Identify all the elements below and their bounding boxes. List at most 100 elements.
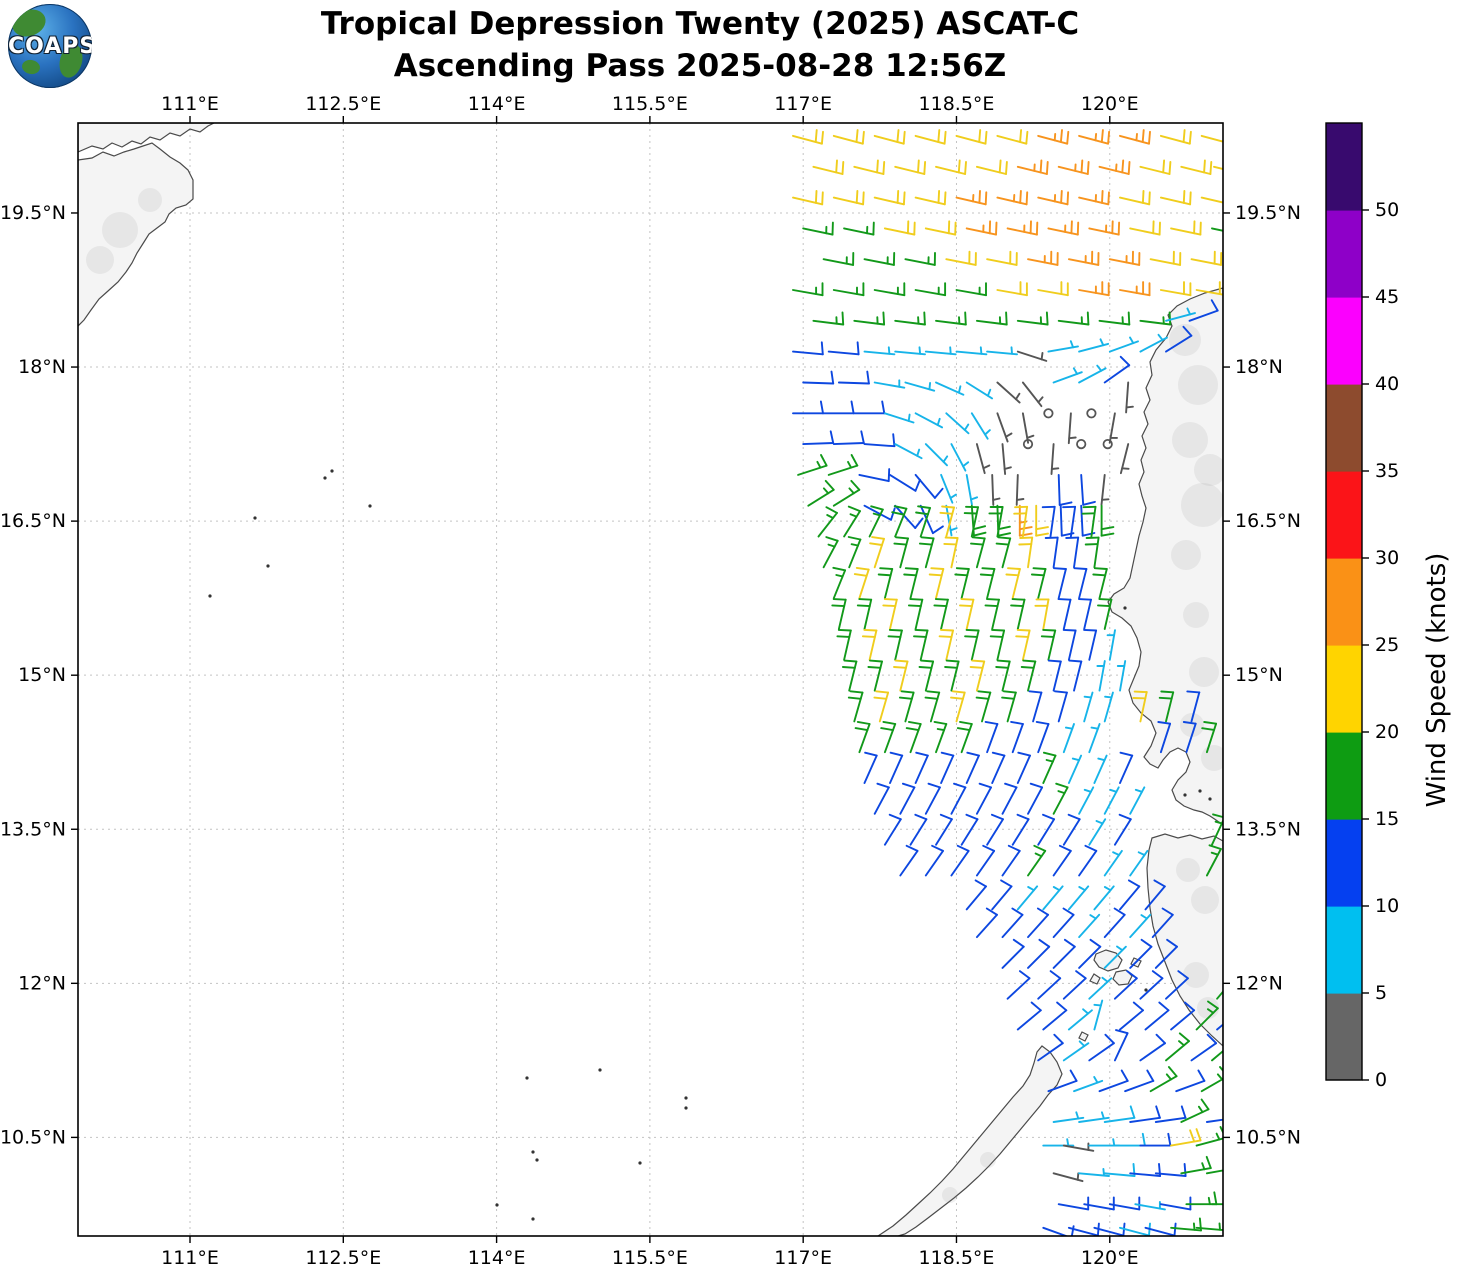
- wind-barb: [1113, 970, 1138, 1000]
- coaps-logo: COAPS: [8, 4, 92, 88]
- lon-tick-label: 114°E: [468, 93, 526, 115]
- calm-wind-circle: [1076, 438, 1087, 450]
- wind-barb: [1005, 567, 1021, 600]
- lon-tick-label: 120°E: [1081, 1247, 1139, 1264]
- wind-barb: [1057, 473, 1073, 506]
- wind-barb: [1041, 505, 1056, 538]
- wind-barb: [1211, 1203, 1223, 1206]
- wind-barb: [1129, 220, 1161, 236]
- wind-barb: [1213, 165, 1223, 171]
- terrain-shading: [138, 188, 162, 212]
- wind-barb: [873, 189, 906, 206]
- wind-barb: [1054, 690, 1068, 723]
- wind-barb: [1035, 720, 1050, 754]
- wind-barb: [904, 381, 936, 392]
- wind-barb: [832, 189, 865, 206]
- wind-barb: [970, 536, 986, 569]
- wind-barb: [935, 311, 967, 326]
- wind-barb: [1042, 885, 1064, 911]
- colorbar-tick-label: 25: [1375, 634, 1399, 656]
- wind-barb: [832, 479, 861, 507]
- land-culion: [1112, 969, 1133, 986]
- wind-barb: [853, 566, 870, 600]
- wind-barb: [1001, 782, 1018, 815]
- wind-barb: [1158, 690, 1175, 723]
- axis-ticks: [71, 116, 1230, 1243]
- wind-barb: [863, 346, 896, 356]
- wind-barb: [1088, 220, 1121, 236]
- wind-barb: [938, 628, 954, 661]
- colorbar-segment: [1326, 558, 1362, 646]
- wind-barb: [905, 720, 922, 754]
- wind-barb: [1047, 1069, 1078, 1093]
- wind-barb: [986, 813, 1004, 846]
- calm-wind-circle: [1043, 408, 1054, 419]
- wind-barb: [1165, 970, 1189, 1000]
- wind-barb: [1057, 1196, 1090, 1211]
- wind-barb: [1119, 879, 1141, 911]
- wind-barb: [1020, 659, 1037, 692]
- wind-barb: [1006, 220, 1039, 236]
- wind-barb: [914, 412, 944, 429]
- wind-barb: [1129, 913, 1152, 939]
- wind-barb: [1170, 1001, 1196, 1031]
- wind-barb: [1034, 598, 1050, 630]
- wind-barb: [1027, 250, 1059, 266]
- wind-barb: [1129, 786, 1146, 815]
- wind-barb: [1190, 1033, 1218, 1062]
- wind-barb: [1052, 907, 1075, 939]
- wind-barb: [882, 598, 898, 630]
- wind-barb: [924, 443, 949, 467]
- terrain-shading: [1181, 483, 1223, 527]
- wind-barb: [1113, 1029, 1129, 1062]
- wind-barb: [1078, 938, 1102, 969]
- wind-barb: [1037, 813, 1056, 846]
- terrain-shading: [1180, 713, 1204, 737]
- islet-dot: [495, 1203, 499, 1207]
- wind-barb: [1037, 129, 1070, 145]
- wind-barb: [975, 159, 1008, 175]
- wind-barb: [1088, 1138, 1121, 1147]
- terrain-shading: [942, 1187, 958, 1203]
- page-subtitle: Ascending Pass 2025-08-28 12:56Z: [393, 47, 1007, 84]
- wind-barb: [991, 473, 1001, 506]
- terrain-shading: [1171, 540, 1201, 570]
- wind-barb: [893, 536, 909, 569]
- wind-barb: [1195, 1222, 1223, 1232]
- wind-barb: [1080, 473, 1096, 506]
- calm-wind-circle: [1086, 408, 1097, 419]
- wind-barb: [1119, 751, 1134, 784]
- islet-dot: [368, 504, 372, 508]
- islet-dot: [330, 469, 334, 473]
- wind-barb: [1083, 628, 1098, 661]
- wind-barb-field: [792, 129, 1223, 1236]
- colorbar-axis-label: Wind Speed (knots): [1422, 552, 1452, 808]
- wind-barb: [1062, 628, 1077, 661]
- lon-tick-label: 118.5°E: [919, 1247, 995, 1264]
- wind-barb: [1103, 1105, 1136, 1123]
- land-mindoro: [1146, 833, 1223, 1047]
- colorbar-tick-label: 20: [1375, 721, 1399, 743]
- wind-barb: [1047, 220, 1080, 236]
- wind-barb: [792, 400, 824, 415]
- wind-barb: [802, 430, 835, 446]
- wind-barb: [1088, 976, 1113, 1000]
- islet-dot: [1198, 789, 1202, 793]
- wind-barb: [1108, 412, 1118, 444]
- wind-barb: [1052, 844, 1072, 877]
- wind-barb: [924, 690, 941, 723]
- wind-barb: [1216, 1023, 1223, 1031]
- wind-barb: [1001, 443, 1012, 475]
- lon-tick-label: 117°E: [774, 1247, 832, 1264]
- wind-barb: [1010, 598, 1026, 630]
- wind-barb: [1068, 659, 1083, 692]
- wind-barb: [1042, 751, 1057, 784]
- wind-barb: [841, 659, 858, 692]
- wind-barb: [831, 598, 847, 630]
- wind-barb: [1108, 250, 1141, 266]
- wind-barb: [950, 782, 967, 815]
- wind-barb: [991, 879, 1013, 911]
- wind-barb: [1027, 938, 1051, 969]
- wind-barb: [883, 813, 902, 846]
